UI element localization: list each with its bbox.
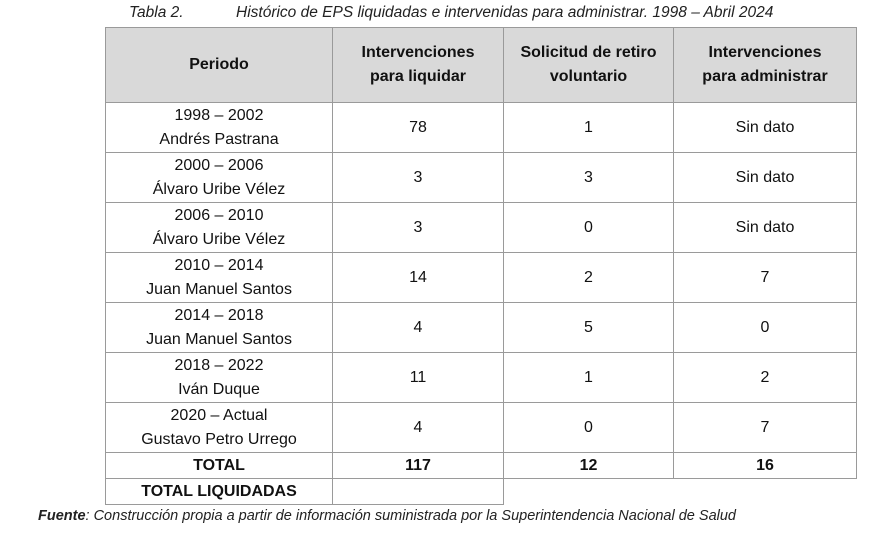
retiro-cell: 0	[503, 402, 674, 453]
total-label: TOTAL	[105, 452, 333, 479]
total-liquidadas-row: TOTAL LIQUIDADAS	[105, 478, 857, 505]
total-retiro: 12	[503, 452, 674, 479]
total-liquidar: 117	[332, 452, 504, 479]
empty-cell	[674, 479, 857, 505]
total-liquidadas-label: TOTAL LIQUIDADAS	[105, 478, 333, 505]
retiro-cell: 1	[503, 102, 674, 153]
header-administrar: Intervenciones para administrar	[673, 27, 857, 103]
header-periodo: Periodo	[105, 27, 333, 103]
header-retiro-line-1: Solicitud de retiro	[520, 44, 657, 61]
table-row: 2010 – 2014 Juan Manuel Santos 14 2 7	[105, 252, 857, 303]
period-cell: 1998 – 2002 Andrés Pastrana	[105, 102, 333, 153]
source-note: Fuente: Construcción propia a partir de …	[38, 508, 736, 524]
total-liquidadas-value	[332, 478, 504, 505]
president-name: Juan Manuel Santos	[146, 330, 292, 348]
period-range: 1998 – 2002	[174, 106, 264, 124]
period-range: 2000 – 2006	[174, 156, 264, 174]
table-caption: Tabla 2. Histórico de EPS liquidadas e i…	[0, 4, 895, 26]
president-name: Álvaro Uribe Vélez	[152, 180, 286, 198]
administrar-cell: 0	[673, 302, 857, 353]
period-cell: 2000 – 2006 Álvaro Uribe Vélez	[105, 152, 333, 203]
period-cell: 2018 – 2022 Iván Duque	[105, 352, 333, 403]
president-name: Juan Manuel Santos	[146, 280, 292, 298]
retiro-cell: 2	[503, 252, 674, 303]
liquidar-cell: 4	[332, 402, 504, 453]
period-cell: 2014 – 2018 Juan Manuel Santos	[105, 302, 333, 353]
period-cell: 2006 – 2010 Álvaro Uribe Vélez	[105, 202, 333, 253]
table-number: Tabla 2.	[129, 4, 184, 21]
header-administrar-line-2: para administrar	[702, 68, 828, 85]
administrar-cell: Sin dato	[673, 152, 857, 203]
source-text: : Construcción propia a partir de inform…	[85, 508, 736, 524]
table-title: Histórico de EPS liquidadas e intervenid…	[236, 4, 774, 21]
source-label: Fuente	[38, 508, 86, 524]
liquidar-cell: 3	[332, 152, 504, 203]
administrar-cell: 7	[673, 402, 857, 453]
administrar-cell: Sin dato	[673, 202, 857, 253]
period-range: 2020 – Actual	[170, 406, 268, 424]
president-name: Gustavo Petro Urrego	[141, 430, 297, 448]
period-range: 2014 – 2018	[174, 306, 264, 324]
total-administrar: 16	[673, 452, 857, 479]
liquidar-cell: 11	[332, 352, 504, 403]
president-name: Andrés Pastrana	[159, 130, 279, 148]
liquidar-cell: 4	[332, 302, 504, 353]
empty-cell	[504, 479, 674, 505]
header-retiro-line-2: voluntario	[549, 68, 628, 85]
table-row: 2014 – 2018 Juan Manuel Santos 4 5 0	[105, 302, 857, 353]
period-cell: 2010 – 2014 Juan Manuel Santos	[105, 252, 333, 303]
period-range: 2010 – 2014	[174, 256, 264, 274]
table-row: 2020 – Actual Gustavo Petro Urrego 4 0 7	[105, 402, 857, 453]
header-liquidar-line-1: Intervenciones	[361, 44, 475, 61]
header-periodo-line-1: Periodo	[189, 56, 249, 73]
president-name: Iván Duque	[178, 380, 260, 398]
total-row: TOTAL 117 12 16	[105, 452, 857, 479]
administrar-cell: 2	[673, 352, 857, 403]
period-range: 2006 – 2010	[174, 206, 264, 224]
administrar-cell: 7	[673, 252, 857, 303]
liquidar-cell: 3	[332, 202, 504, 253]
header-administrar-line-1: Intervenciones	[708, 44, 822, 61]
eps-history-table: Periodo Intervenciones para liquidar Sol…	[105, 27, 857, 505]
president-name: Álvaro Uribe Vélez	[152, 230, 286, 248]
administrar-cell: Sin dato	[673, 102, 857, 153]
table-row: 2006 – 2010 Álvaro Uribe Vélez 3 0 Sin d…	[105, 202, 857, 253]
liquidar-cell: 78	[332, 102, 504, 153]
retiro-cell: 1	[503, 352, 674, 403]
retiro-cell: 5	[503, 302, 674, 353]
period-range: 2018 – 2022	[174, 356, 264, 374]
header-liquidar: Intervenciones para liquidar	[332, 27, 504, 103]
table-row: 2000 – 2006 Álvaro Uribe Vélez 3 3 Sin d…	[105, 152, 857, 203]
liquidar-cell: 14	[332, 252, 504, 303]
header-liquidar-line-2: para liquidar	[369, 68, 467, 85]
table-row: 1998 – 2002 Andrés Pastrana 78 1 Sin dat…	[105, 102, 857, 153]
table-row: 2018 – 2022 Iván Duque 11 1 2	[105, 352, 857, 403]
header-retiro: Solicitud de retiro voluntario	[503, 27, 674, 103]
retiro-cell: 3	[503, 152, 674, 203]
retiro-cell: 0	[503, 202, 674, 253]
header-row: Periodo Intervenciones para liquidar Sol…	[105, 27, 857, 103]
period-cell: 2020 – Actual Gustavo Petro Urrego	[105, 402, 333, 453]
